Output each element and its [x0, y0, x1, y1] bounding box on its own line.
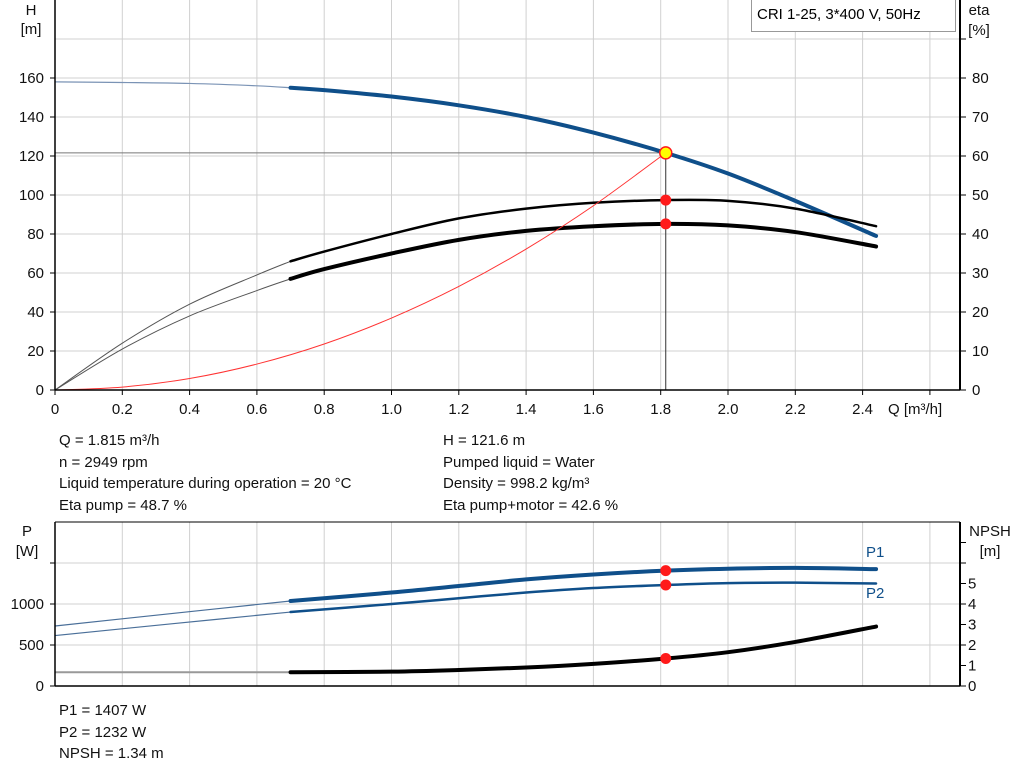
- curve-eta_pump: [289, 198, 878, 263]
- curve-NPSH: [288, 624, 879, 675]
- info-density: Density = 998.2 kg/m³: [443, 475, 590, 492]
- y-axis-label-left: H: [26, 2, 37, 19]
- y-tick-label-right: 5: [968, 576, 976, 593]
- y-tick-label-right: 4: [968, 596, 976, 613]
- curve-P1-low-flow: [54, 600, 291, 627]
- bottom-chart-grid: [55, 522, 960, 686]
- y-tick-label-left: 120: [19, 148, 44, 165]
- y-tick-label-right: 70: [972, 109, 989, 126]
- x-tick-label: 1.2: [448, 401, 469, 418]
- x-tick-label: 1.8: [650, 401, 671, 418]
- y-tick-label-left: 0: [36, 382, 44, 399]
- y-tick-label-left: 140: [19, 109, 44, 126]
- curve-H: [288, 85, 879, 238]
- y-tick-label-right: 60: [972, 148, 989, 165]
- y-axis-label-right: eta: [969, 2, 991, 19]
- y-tick-label-left: 20: [27, 343, 44, 360]
- curve-P2: [289, 581, 878, 614]
- curves: [54, 81, 879, 675]
- series-label-p2: P2: [866, 585, 884, 602]
- y-tick-label-right: 3: [968, 617, 976, 634]
- duty-marker-npsh: [660, 653, 672, 665]
- y-tick-label-left: 100: [19, 187, 44, 204]
- x-tick-label: 0.2: [112, 401, 133, 418]
- y-tick-label-left: 0: [36, 678, 44, 695]
- x-tick-label: 2.0: [718, 401, 739, 418]
- axis-labels: 0 0.2 0.4 0.6 0.8 1.0 1.2 1.4 1.6 1.8 2.0 2.2 2.4 Q […: [11, 0, 1011, 695]
- info-temperature: Liquid temperature during operation = 20…: [59, 475, 352, 492]
- y-tick-label-left: 500: [19, 637, 44, 654]
- x-tick-label: 0.8: [314, 401, 335, 418]
- y-tick-label-left: 80: [27, 226, 44, 243]
- x-tick-label: 1.6: [583, 401, 604, 418]
- x-axis-label: Q [m³/h]: [888, 401, 942, 418]
- top-chart-grid: [55, 0, 960, 390]
- info-speed: n = 2949 rpm: [59, 453, 148, 471]
- info-p1: P1 = 1407 W: [59, 702, 147, 719]
- y-tick-label-left: 160: [19, 70, 44, 87]
- y-tick-label-right: 20: [972, 304, 989, 321]
- legend-title: CRI 1-25, 3*400 V, 50Hz: [757, 6, 921, 23]
- info-npsh: NPSH = 1.34 m: [59, 745, 164, 762]
- duty-marker-eta-pump: [660, 194, 672, 206]
- y-tick-label-right: 1: [968, 658, 976, 675]
- pump-legend-box: CRI 1-25, 3*400 V, 50Hz: [751, 0, 956, 32]
- curve-eta_pump_motor-low-flow: [54, 278, 291, 391]
- info-p2: P2 = 1232 W: [59, 723, 147, 741]
- info-liquid: Pumped liquid = Water: [443, 453, 595, 471]
- y-axis-unit-left: [m]: [21, 21, 42, 38]
- info-flow: Q = 1.815 m³/h: [59, 432, 160, 449]
- y-tick-label-right: 30: [972, 265, 989, 282]
- info-bottom: P1 = 1407 W P2 = 1232 W NPSH = 1.34 m: [59, 700, 164, 765]
- info-head: H = 121.6 m: [443, 432, 526, 449]
- y-axis-unit-right: [%]: [968, 22, 990, 39]
- duty-marker-eta-pump-motor: [660, 218, 672, 230]
- y-axis-label-right: NPSH: [969, 523, 1011, 540]
- curve-eta_pump-low-flow: [54, 260, 291, 391]
- y-axis-unit-right: [m]: [980, 543, 1001, 560]
- y-tick-label-right: 10: [972, 343, 989, 360]
- y-tick-label-left: 1000: [11, 596, 44, 613]
- x-tick-label: 0.6: [246, 401, 267, 418]
- curve-eta_pump_motor: [288, 221, 879, 281]
- duty-marker-p2: [660, 579, 672, 591]
- info-eta-pump: Eta pump = 48.7 %: [59, 496, 187, 514]
- x-tick-label: 2.4: [852, 401, 873, 418]
- series-label-p1: P1: [866, 544, 884, 561]
- curve-P2-low-flow: [54, 611, 291, 637]
- x-tick-label: 0: [51, 401, 59, 418]
- y-tick-label-right: 0: [972, 382, 980, 399]
- y-axis-unit-left: [W]: [16, 543, 39, 560]
- y-tick-label-right: 50: [972, 187, 989, 204]
- y-axis-label-left: P: [22, 523, 32, 540]
- y-tick-label-right: 0: [968, 678, 976, 695]
- info-left: Q = 1.815 m³/h n = 2949 rpm Liquid tempe…: [59, 430, 351, 516]
- duty-marker-p1: [660, 565, 672, 577]
- x-tick-label: 1.0: [381, 401, 402, 418]
- curve-H-low-flow: [54, 81, 291, 89]
- y-tick-label-right: 40: [972, 226, 989, 243]
- curve-system: [54, 152, 667, 391]
- y-tick-label-right: 80: [972, 70, 989, 87]
- y-tick-label-left: 60: [27, 265, 44, 282]
- x-tick-label: 2.2: [785, 401, 806, 418]
- duty-point-marker: [658, 146, 673, 160]
- info-eta-pump-motor: Eta pump+motor = 42.6 %: [443, 496, 619, 514]
- x-tick-label: 1.4: [516, 401, 537, 418]
- y-tick-label-left: 40: [27, 304, 44, 321]
- info-right: H = 121.6 m Pumped liquid = Water Densit…: [443, 430, 618, 516]
- y-tick-label-right: 2: [968, 637, 976, 654]
- markers: [658, 146, 673, 665]
- x-tick-label: 0.4: [179, 401, 200, 418]
- curve-P1: [288, 565, 879, 603]
